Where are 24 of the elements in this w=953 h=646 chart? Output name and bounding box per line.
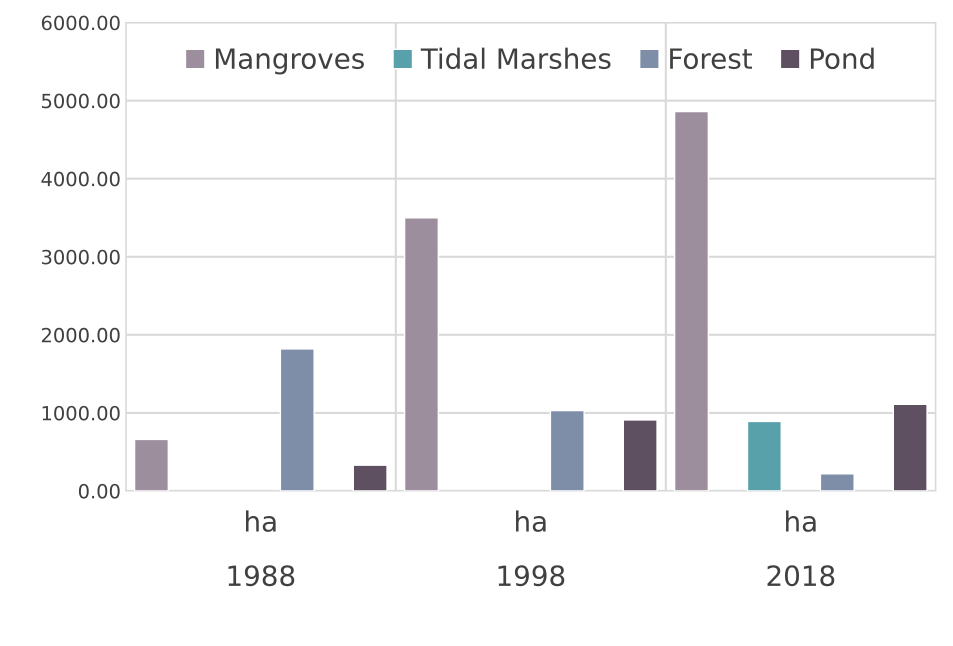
bar: [892, 404, 928, 491]
y-tick-label: 6000.00: [42, 16, 120, 30]
y-tick-label: 2000.00: [42, 328, 120, 343]
bar: [746, 420, 782, 491]
legend-label: Pond: [810, 48, 874, 70]
x-tick-label: ha 1988: [228, 510, 294, 586]
bar: [280, 348, 315, 491]
x-tick-label: ha 2018: [768, 510, 834, 586]
y-tick-label: 1000.00: [42, 406, 120, 421]
bar: [404, 217, 440, 491]
legend-label: Tidal Marshes: [420, 48, 611, 70]
legend-label: Mangroves: [216, 48, 364, 74]
bar: [622, 419, 658, 491]
bar: [352, 464, 388, 491]
y-tick-label: 3000.00: [42, 250, 120, 264]
y-tick-label: 0.00: [78, 484, 120, 499]
bar: [550, 410, 585, 491]
bar: [134, 438, 170, 491]
bar: [674, 110, 710, 491]
y-tick-label: 5000.00: [42, 94, 120, 108]
x-tick-label: ha 1998: [498, 510, 564, 586]
y-tick-label: 4000.00: [41, 172, 120, 186]
bar: [820, 473, 855, 491]
legend-label: Forest: [670, 48, 752, 70]
